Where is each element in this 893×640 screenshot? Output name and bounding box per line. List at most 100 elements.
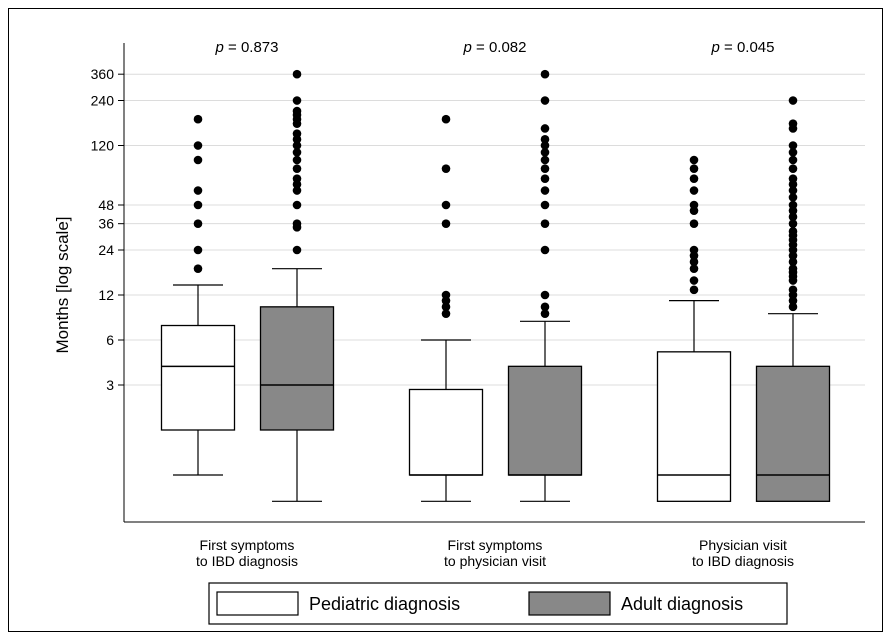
legend-swatch-adult [528,591,611,616]
outlier-point [292,186,302,195]
legend-swatch-pediatric [216,591,299,616]
outlier-point [540,148,550,157]
outlier-point [292,219,302,228]
y-tick-label: 360 [91,66,115,82]
outlier-point [689,245,699,255]
iqr-box [259,306,335,431]
outlier-point [788,302,798,312]
outlier-point [788,257,798,267]
legend-frame [208,582,788,625]
outlier-point [689,257,699,267]
box-adult [259,69,335,502]
iqr-box [755,365,831,502]
p-value-label: p = 0.045 [711,39,775,56]
gridlines [124,73,865,386]
outlier-point [193,264,203,273]
outlier-point [689,219,699,228]
p-value-label: p = 0.082 [463,39,527,56]
box-pediatric [408,114,484,502]
p-value-labels: p = 0.873 p = 0.082 p = 0.045 [215,39,775,56]
outlier-point [441,114,451,124]
outlier-point [689,174,699,183]
outlier-point [540,245,550,255]
box-pediatric [656,155,732,502]
outlier-point [441,219,451,228]
outlier-point [441,309,451,318]
outlier-point [540,96,550,105]
outlier-point [788,141,798,150]
legend-label-adult: Adult diagnosis [621,594,743,614]
outlier-point [788,285,798,295]
outlier-point [193,186,203,195]
outlier-point [292,148,302,157]
outlier-point [540,186,550,195]
outlier-point [788,96,798,105]
outlier-point [689,200,699,210]
outlier-point [193,155,203,165]
outlier-point [292,174,302,183]
outlier-point [292,141,302,150]
outlier-point [689,186,699,195]
outlier-point [689,285,699,295]
outlier-point [788,174,798,183]
box-pediatric [160,114,236,476]
axes [123,43,865,523]
outlier-point [788,119,798,128]
outlier-point [788,219,798,228]
category-label: First symptoms to physician visit [444,537,546,569]
outlier-point [292,155,302,165]
outlier-point [441,200,451,210]
category-label: Physician visit to IBD diagnosis [692,537,794,569]
outlier-point [788,155,798,165]
outlier-point [441,302,451,312]
outlier-point [788,227,798,236]
outlier-point [788,264,798,273]
y-tick-label: 120 [91,138,115,154]
outlier-point [292,129,302,138]
outlier-point [689,264,699,273]
outlier-point [689,155,699,165]
box-adult [755,96,831,502]
outlier-point [540,174,550,183]
outlier-point [441,290,451,300]
outlier-point [788,200,798,210]
outlier-point [292,245,302,255]
y-axis-label: Months [log scale] [53,216,72,353]
outlier-point [193,141,203,150]
p-value-label: p = 0.873 [215,39,279,56]
y-tick-label: 240 [91,93,115,109]
box-adult [507,69,583,502]
outlier-point [540,135,550,144]
y-tick-label: 3 [106,377,114,393]
outlier-point [788,193,798,202]
y-tick-label: 12 [98,287,114,303]
outlier-point [788,148,798,157]
outlier-point [689,164,699,173]
outlier-point [540,155,550,165]
outlier-point [193,219,203,228]
y-tick-label: 36 [98,216,114,232]
iqr-box [656,351,732,502]
outlier-point [540,219,550,228]
outlier-point [540,69,550,79]
outlier-point [292,106,302,116]
iqr-box [507,365,583,476]
category-labels: First symptoms to IBD diagnosis First symp… [196,537,794,569]
boxes-layer [160,69,831,502]
outlier-point [193,114,203,124]
y-tick-label: 24 [98,242,114,258]
outlier-point [788,186,798,195]
outlier-point [292,200,302,210]
category-label: First symptoms to IBD diagnosis [196,537,298,569]
iqr-box [160,324,236,431]
outlier-point [689,276,699,285]
legend: Pediatric diagnosis Adult diagnosis [208,582,788,625]
outlier-point [292,164,302,173]
outlier-point [540,141,550,150]
outlier-point [540,290,550,300]
outlier-point [441,164,451,173]
outlier-point [193,245,203,255]
y-tick-label: 6 [106,332,114,348]
